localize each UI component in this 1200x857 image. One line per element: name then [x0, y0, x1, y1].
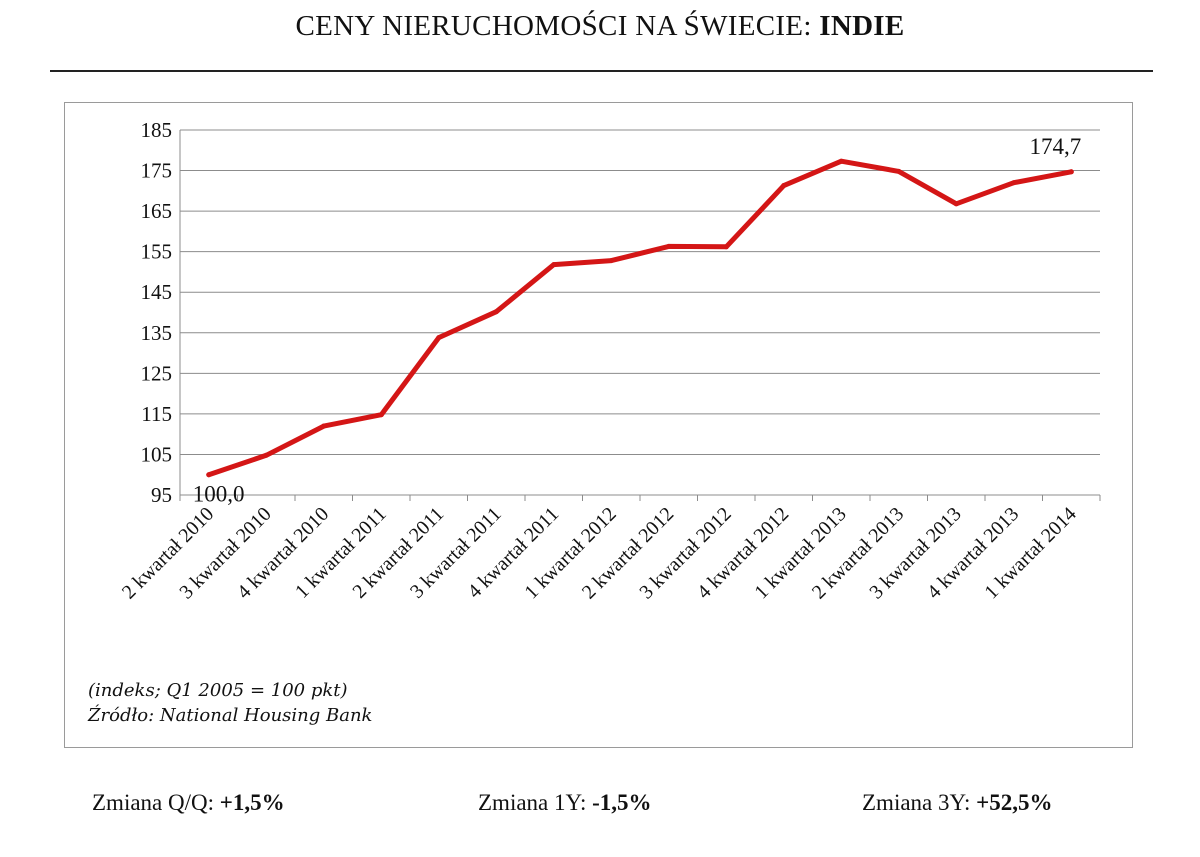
- stat-1y-value: -1,5%: [592, 790, 652, 815]
- title-prefix: CENY NIERUCHOMOŚCI NA ŚWIECIE:: [295, 10, 820, 42]
- data-point: [1068, 169, 1074, 175]
- y-tick-label: 185: [141, 118, 173, 142]
- data-point: [321, 423, 327, 429]
- data-point: [493, 309, 499, 315]
- data-point: [608, 258, 614, 264]
- stat-1y: Zmiana 1Y: -1,5%: [478, 790, 652, 816]
- y-tick-label: 135: [141, 321, 173, 345]
- stat-3y: Zmiana 3Y: +52,5%: [862, 790, 1053, 816]
- data-point: [838, 158, 844, 164]
- stat-qq: Zmiana Q/Q: +1,5%: [92, 790, 285, 816]
- stat-3y-label: Zmiana 3Y:: [862, 790, 977, 815]
- y-tick-label: 165: [141, 199, 173, 223]
- y-tick-label: 145: [141, 280, 173, 304]
- data-point: [1011, 180, 1017, 186]
- data-point: [896, 168, 902, 174]
- chart-frame: [64, 102, 1133, 748]
- stat-3y-value: +52,5%: [976, 790, 1053, 815]
- data-point: [551, 262, 557, 268]
- series-line: [206, 158, 1074, 478]
- title-divider: [50, 70, 1153, 72]
- data-point: [953, 201, 959, 207]
- page-title: CENY NIERUCHOMOŚCI NA ŚWIECIE: INDIE: [0, 10, 1200, 43]
- stat-1y-label: Zmiana 1Y:: [478, 790, 593, 815]
- y-tick-label: 125: [141, 361, 173, 385]
- y-tick-label: 105: [141, 442, 173, 466]
- title-country: INDIE: [819, 10, 905, 42]
- data-point: [436, 335, 442, 341]
- stat-qq-value: +1,5%: [219, 790, 285, 815]
- last-data-label: 174,7: [1030, 134, 1082, 159]
- data-point: [378, 412, 384, 418]
- data-point: [723, 244, 729, 250]
- y-tick-label: 95: [151, 483, 172, 507]
- stat-qq-label: Zmiana Q/Q:: [92, 790, 220, 815]
- y-tick-label: 175: [141, 159, 173, 183]
- y-tick-label: 115: [141, 402, 172, 426]
- data-point: [666, 243, 672, 249]
- data-point: [206, 472, 212, 478]
- first-data-label: 100,0: [193, 482, 245, 507]
- data-point: [263, 452, 269, 458]
- y-tick-label: 155: [141, 240, 173, 264]
- source-note: Źródło: National Housing Bank: [88, 705, 373, 726]
- data-point: [781, 183, 787, 189]
- index-note: (indeks; Q1 2005 = 100 pkt): [88, 680, 348, 701]
